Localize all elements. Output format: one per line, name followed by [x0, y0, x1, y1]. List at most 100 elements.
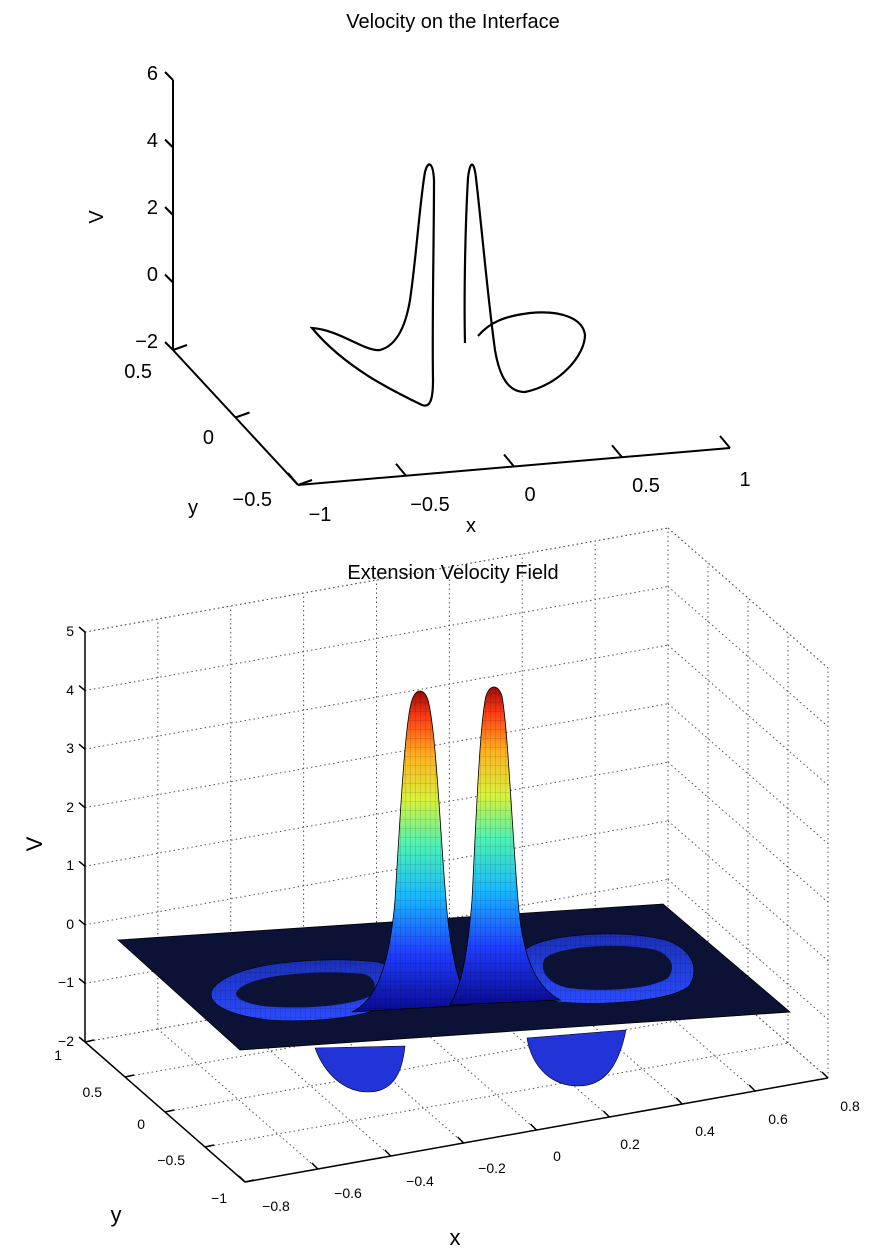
extension-velocity-surface: [117, 686, 792, 1093]
top-x-tick-labels: −1 −0.5 0 0.5 1: [309, 469, 751, 526]
y-tick-label: −1: [211, 1190, 227, 1206]
z-tick-label: −2: [58, 1033, 74, 1049]
x-tick-label: 0.2: [620, 1136, 640, 1152]
y-tick: [124, 1074, 135, 1078]
bottom-grid: [84, 527, 829, 1183]
z-tick-label: 2: [147, 197, 158, 219]
y-tick-label: −0.5: [233, 489, 272, 511]
x-tick: [611, 444, 623, 458]
surface-peak-left: [352, 691, 470, 1012]
x-tick-label: −0.6: [334, 1185, 362, 1201]
z-tick-label: 0: [147, 264, 158, 286]
y-tick: [84, 1039, 95, 1043]
interface-velocity-curve: [463, 163, 587, 394]
chart-top-title: Velocity on the Interface: [346, 11, 559, 33]
z-tick: [164, 273, 174, 284]
z-tick-label: 3: [66, 740, 74, 756]
y-tick: [244, 1179, 255, 1183]
z-tick-label: 6: [147, 63, 158, 85]
surface-ring-left-inner: [236, 972, 375, 1008]
z-tick: [78, 626, 86, 633]
y-tick-label: 0: [203, 427, 214, 449]
z-tick-label: 5: [66, 623, 74, 639]
bottom-axes: [84, 632, 829, 1183]
surface-peak-right: [450, 687, 560, 1005]
z-tick-label: −2: [135, 331, 158, 353]
chart-top: Velocity on the Interface 6 4 2 0 −2 0.5…: [86, 11, 751, 537]
x-tick-label: −1: [309, 504, 332, 526]
z-tick-label: −1: [58, 974, 74, 990]
interface-velocity-curve: [309, 163, 436, 407]
z-tick-label: 4: [147, 130, 158, 152]
top-y-tick-labels: 0.5 0 −0.5: [124, 361, 272, 511]
y-tick: [204, 1144, 215, 1148]
x-tick: [821, 1071, 829, 1079]
x-tick: [287, 472, 299, 486]
x-tick-label: 0.4: [695, 1123, 715, 1139]
y-tick: [164, 1109, 175, 1113]
bottom-y-label: y: [111, 1202, 122, 1227]
x-tick-label: 0.6: [768, 1111, 788, 1127]
z-tick-label: 1: [66, 857, 74, 873]
bottom-y-tick-labels: 1 0.5 0 −0.5 −1: [54, 1047, 227, 1206]
x-tick-label: −0.2: [478, 1160, 506, 1176]
top-z-label: V: [86, 210, 108, 224]
x-tick-label: 1: [739, 469, 750, 491]
surface-lobe-right: [526, 1029, 627, 1087]
top-y-label: y: [188, 497, 198, 519]
x-tick: [719, 435, 731, 449]
z-tick: [78, 1036, 86, 1043]
x-tick: [602, 1110, 610, 1118]
x-tick-label: −0.8: [262, 1198, 290, 1214]
x-tick-label: 0.5: [632, 475, 660, 497]
x-tick-label: 0: [553, 1148, 561, 1164]
top-axes: [172, 80, 731, 486]
bottom-z-label: V: [22, 836, 47, 851]
bottom-ticks: [78, 626, 829, 1183]
y-tick-label: 0.5: [124, 361, 152, 383]
grid-line: [157, 1028, 319, 1170]
x-tick: [384, 1149, 392, 1157]
top-z-tick-labels: 6 4 2 0 −2: [135, 63, 158, 353]
y-tick: [297, 479, 313, 486]
z-tick: [78, 802, 86, 809]
z-tick-label: 2: [66, 799, 74, 815]
z-tick: [164, 206, 174, 216]
z-tick: [164, 138, 174, 149]
z-tick: [164, 341, 174, 351]
x-tick: [529, 1123, 538, 1131]
top-x-label: x: [466, 515, 476, 537]
x-tick-label: −0.5: [410, 494, 449, 516]
y-tick-label: 1: [54, 1047, 62, 1063]
y-tick: [235, 411, 250, 419]
y-tick-label: −0.5: [157, 1152, 185, 1168]
z-tick: [78, 743, 86, 750]
bottom-x-tick-labels: −0.8 −0.6 −0.4 −0.2 0 0.2 0.4 0.6 0.8: [262, 1098, 860, 1214]
z-tick: [78, 860, 86, 867]
y-tick-label: 0: [137, 1116, 145, 1132]
z-tick-label: 0: [66, 916, 74, 932]
top-ticks: [164, 71, 731, 486]
bottom-z-tick-labels: 5 4 3 2 1 0 −1 −2: [58, 623, 74, 1049]
chart-bottom-title: Extension Velocity Field: [347, 562, 558, 584]
surface-lobe-left: [314, 1045, 406, 1093]
x-tick: [748, 1084, 756, 1092]
surface-ring-right-inner: [542, 945, 672, 990]
z-tick: [164, 71, 174, 81]
x-tick-label: 0.8: [840, 1098, 860, 1114]
z-tick: [78, 684, 86, 692]
x-tick: [395, 463, 407, 477]
x-tick-label: 0: [524, 484, 535, 506]
y-tick-label: 0.5: [83, 1084, 103, 1100]
x-tick: [675, 1097, 683, 1105]
z-tick: [78, 919, 86, 926]
x-tick: [238, 1175, 246, 1183]
x-tick: [503, 453, 515, 468]
x-tick: [457, 1136, 465, 1144]
chart-bottom: Extension Velocity Field 5 4 3 2 1 0 −1 …: [22, 527, 860, 1250]
bottom-x-label: x: [450, 1225, 461, 1250]
z-tick-label: 4: [66, 682, 74, 698]
y-tick: [172, 344, 188, 351]
x-tick: [311, 1162, 319, 1170]
